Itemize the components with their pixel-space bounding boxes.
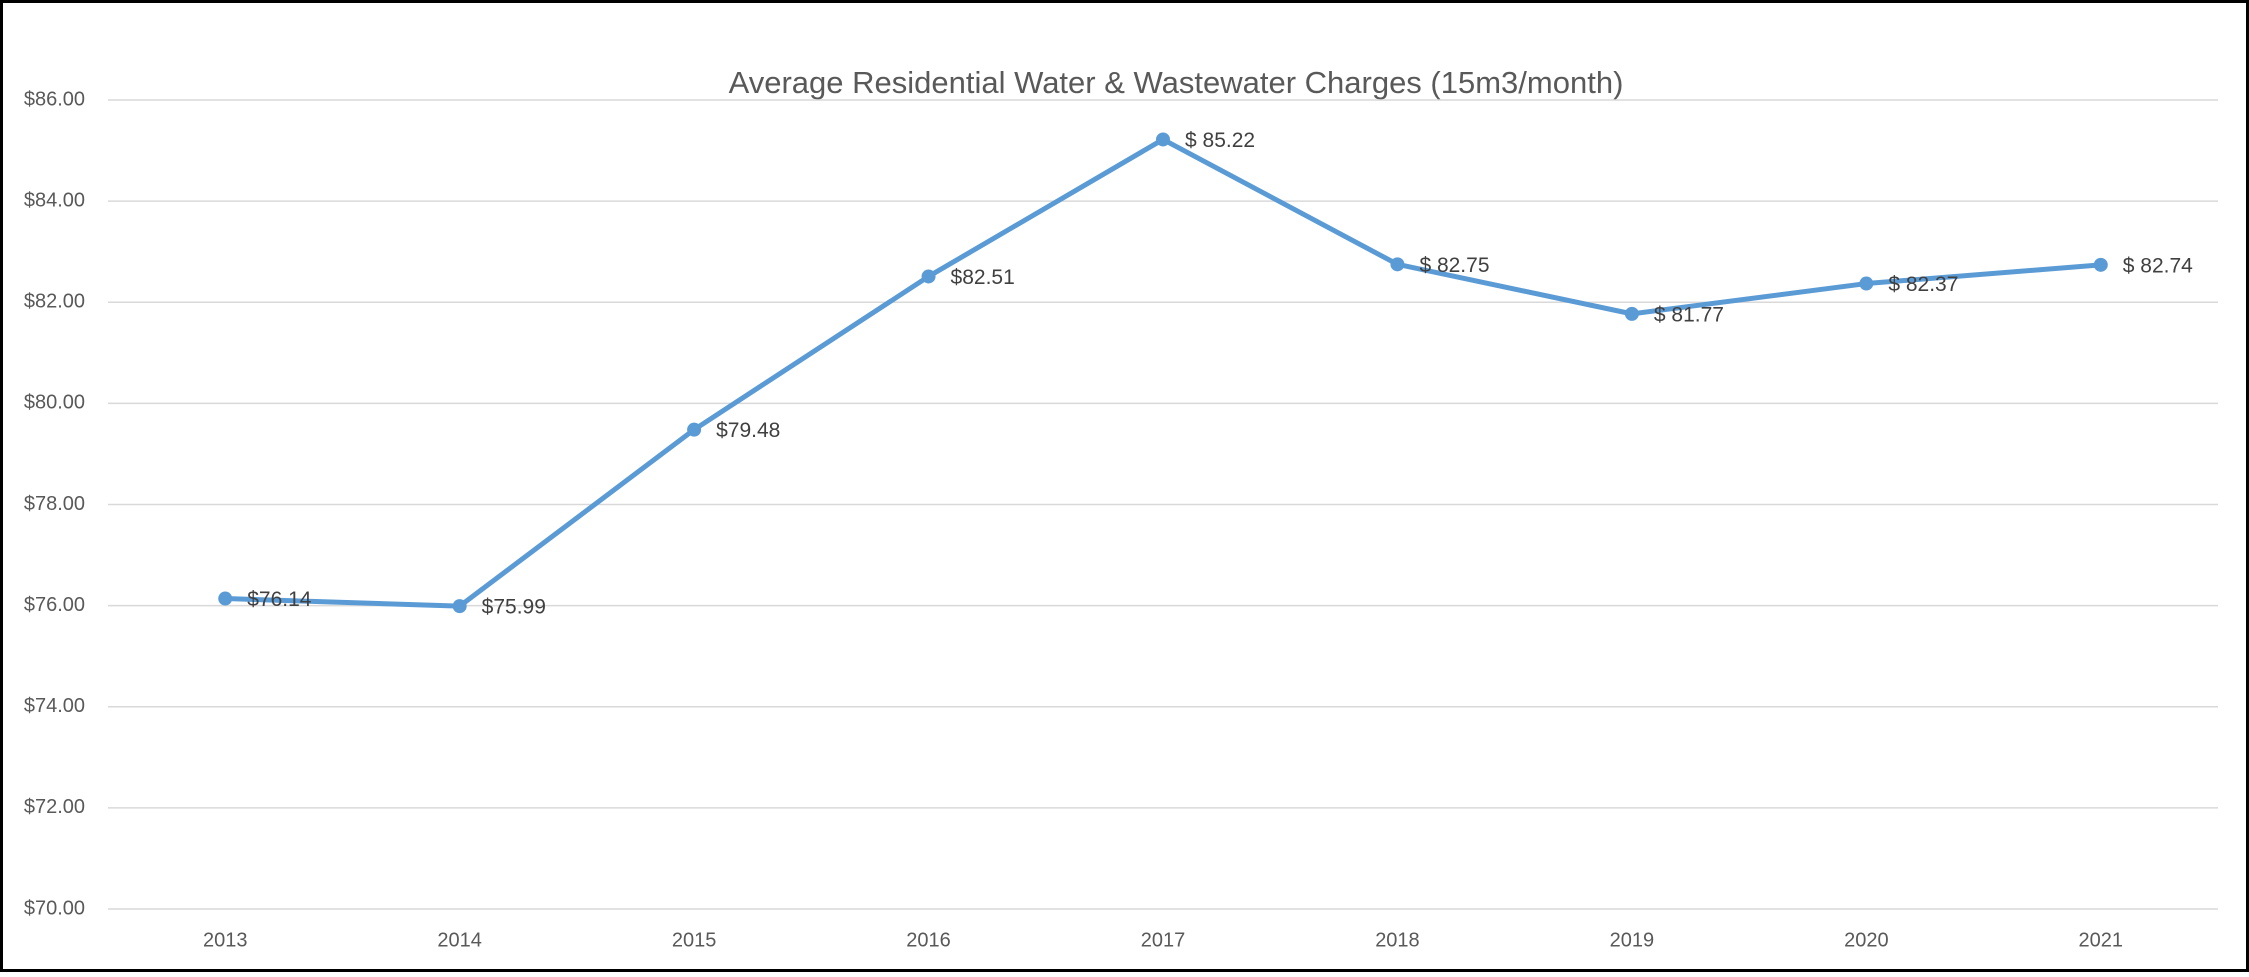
y-tick-label: $74.00 — [24, 695, 85, 717]
x-tick-label: 2018 — [1375, 929, 1420, 951]
x-tick-label: 2015 — [672, 929, 717, 951]
data-label: $76.14 — [247, 588, 312, 611]
y-tick-label: $78.00 — [24, 493, 85, 515]
x-tick-label: 2021 — [2079, 929, 2124, 951]
x-tick-label: 2019 — [1610, 929, 1655, 951]
point — [1156, 132, 1170, 147]
point — [687, 422, 702, 437]
x-tick-label: 2016 — [906, 929, 951, 951]
y-tick-label: $84.00 — [24, 189, 85, 211]
y-tick-label: $76.00 — [24, 594, 85, 616]
point — [1859, 276, 1874, 291]
point — [1624, 306, 1639, 321]
x-tick-label: 2013 — [203, 929, 248, 951]
y-tick-label: $72.00 — [24, 796, 85, 818]
y-tick-label: $82.00 — [24, 291, 85, 313]
data-label: $ 82.74 — [2123, 254, 2193, 277]
point — [452, 599, 467, 614]
x-tick-label: 2017 — [1141, 929, 1186, 951]
point — [921, 269, 936, 284]
x-tick-label: 2014 — [437, 929, 482, 951]
point — [1390, 257, 1405, 272]
y-tick-label: $70.00 — [24, 897, 85, 919]
y-tick-label: $86.00 — [24, 88, 85, 110]
point — [2093, 257, 2108, 272]
chart-title: Average Residential Water & Wastewater C… — [729, 65, 1624, 100]
data-label: $75.99 — [482, 596, 546, 619]
data-label: $79.48 — [716, 419, 780, 442]
y-tick-label: $80.00 — [24, 392, 85, 414]
data-label: $ 85.22 — [1185, 129, 1255, 152]
data-label: $ 81.77 — [1654, 303, 1724, 326]
x-tick-label: 2020 — [1844, 929, 1889, 951]
point — [218, 591, 233, 606]
data-label: $ 82.75 — [1419, 254, 1489, 277]
data-label: $ 82.37 — [1888, 273, 1958, 296]
data-label: $82.51 — [951, 266, 1015, 289]
